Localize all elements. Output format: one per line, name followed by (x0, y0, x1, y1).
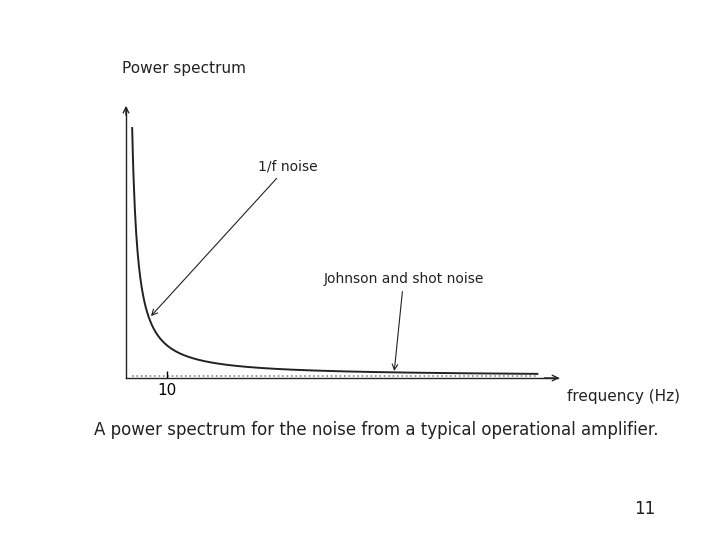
Text: 1/f noise: 1/f noise (152, 159, 318, 315)
Text: Power spectrum: Power spectrum (122, 60, 246, 76)
Text: frequency (Hz): frequency (Hz) (567, 389, 680, 404)
Text: 11: 11 (634, 501, 655, 518)
Text: Johnson and shot noise: Johnson and shot noise (323, 272, 484, 370)
Text: A power spectrum for the noise from a typical operational amplifier.: A power spectrum for the noise from a ty… (94, 421, 658, 439)
